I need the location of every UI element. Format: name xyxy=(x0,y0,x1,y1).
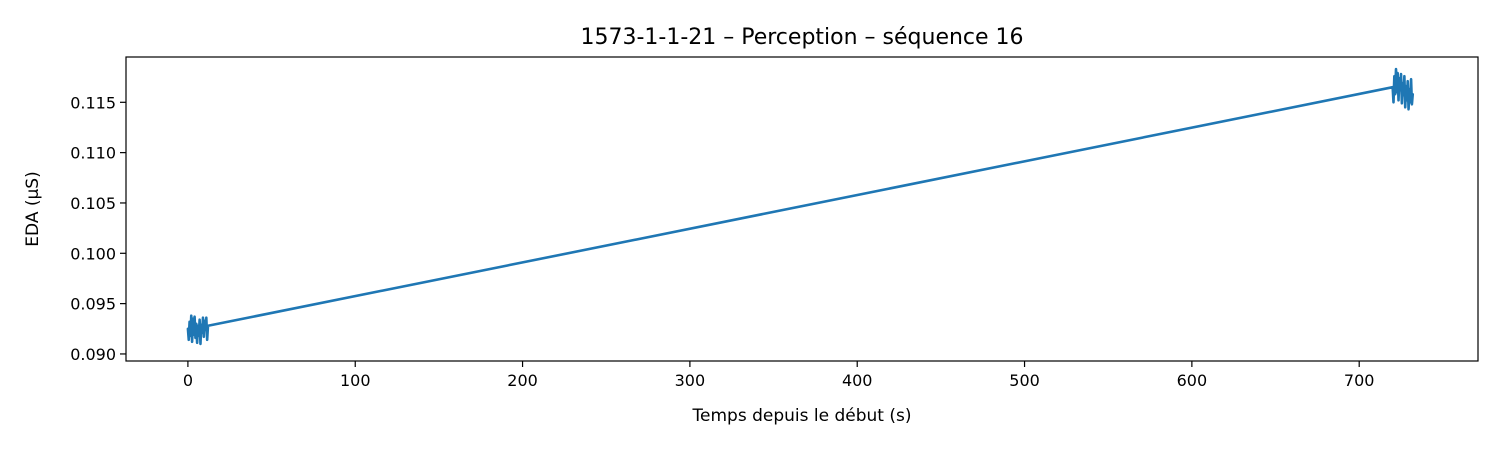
x-tick-label: 100 xyxy=(340,371,371,390)
x-axis: 0 100 200 300 400 500 600 700 xyxy=(183,361,1375,390)
x-tick-label: 600 xyxy=(1177,371,1208,390)
y-tick-label: 0.100 xyxy=(70,244,116,263)
x-tick-label: 500 xyxy=(1009,371,1040,390)
y-tick-label: 0.095 xyxy=(70,295,116,314)
x-tick-label: 700 xyxy=(1344,371,1375,390)
x-axis-label: Temps depuis le début (s) xyxy=(692,406,912,426)
x-tick-label: 400 xyxy=(842,371,873,390)
y-axis: 0.090 0.095 0.100 0.105 0.110 0.115 xyxy=(70,93,126,364)
series-group xyxy=(186,67,1415,346)
y-axis-label: EDA (µS) xyxy=(23,171,43,246)
eda-series-line xyxy=(186,67,1415,346)
x-tick-label: 300 xyxy=(675,371,706,390)
y-tick-label: 0.115 xyxy=(70,93,116,112)
y-tick-label: 0.090 xyxy=(70,345,116,364)
chart-title: 1573-1-1-21 – Perception – séquence 16 xyxy=(580,25,1023,50)
y-tick-label: 0.110 xyxy=(70,144,116,163)
plot-frame xyxy=(125,56,1479,362)
x-tick-label: 200 xyxy=(507,371,538,390)
x-tick-label: 0 xyxy=(183,371,193,390)
y-tick-label: 0.105 xyxy=(70,194,116,213)
